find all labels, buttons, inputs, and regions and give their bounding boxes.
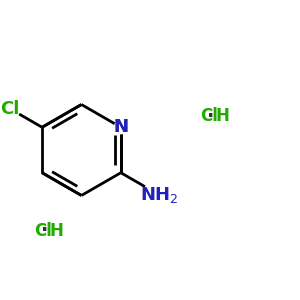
Circle shape — [114, 121, 127, 134]
Text: ·: · — [207, 107, 214, 126]
Text: Cl: Cl — [34, 222, 52, 240]
Text: ·: · — [41, 221, 49, 240]
Text: NH$_2$: NH$_2$ — [140, 185, 178, 205]
Text: H: H — [50, 222, 64, 240]
Text: Cl: Cl — [200, 107, 218, 125]
Text: H: H — [215, 107, 230, 125]
Text: Cl: Cl — [0, 100, 19, 118]
Text: N: N — [113, 118, 128, 136]
Text: N: N — [113, 118, 128, 136]
